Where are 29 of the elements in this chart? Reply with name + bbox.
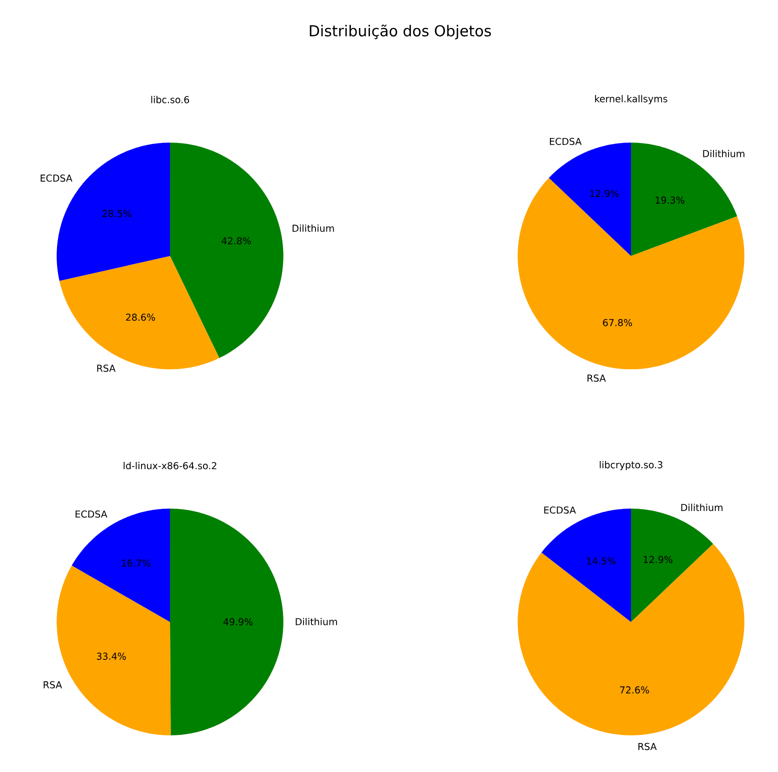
slice-label: RSA: [97, 364, 116, 372]
data-label: 12.9%: [644, 556, 672, 564]
slice-label: RSA: [588, 374, 606, 382]
data-label: 72.6%: [620, 686, 649, 694]
chart-title: ld-linux-x86-64.so.2: [124, 462, 216, 470]
slice-label: Dilithium: [296, 618, 337, 626]
slice-label: ECDSA: [76, 510, 108, 518]
chart-title: kernel.kallsyms: [595, 94, 668, 104]
data-label: 28.5%: [102, 210, 132, 218]
slice-label: Dilithium: [703, 150, 744, 158]
chart-title: libc.so.6: [151, 96, 190, 104]
data-label: 12.9%: [590, 190, 619, 198]
slice-label: ECDSA: [40, 174, 72, 182]
data-label: 16.7%: [122, 560, 151, 567]
slice-label: Dilithium: [292, 224, 334, 232]
text: Distribuição dos Objetos: [310, 24, 491, 40]
data-label: 28.6%: [126, 314, 156, 321]
data-label: 14.5%: [587, 557, 616, 565]
slice-label: Dilithium: [681, 504, 722, 512]
data-label: 49.9%: [223, 618, 253, 626]
slice-label: ECDSA: [544, 506, 576, 514]
slice-label: ECDSA: [550, 138, 582, 146]
chart-title: libcrypto.so.3: [600, 460, 662, 470]
slice-label: RSA: [638, 742, 657, 750]
data-label: 42.8%: [222, 237, 251, 244]
data-label: 67.8%: [603, 319, 632, 326]
data-label: 19.3%: [656, 196, 684, 204]
data-label: 33.4%: [96, 652, 126, 660]
slice-label: RSA: [44, 681, 62, 688]
